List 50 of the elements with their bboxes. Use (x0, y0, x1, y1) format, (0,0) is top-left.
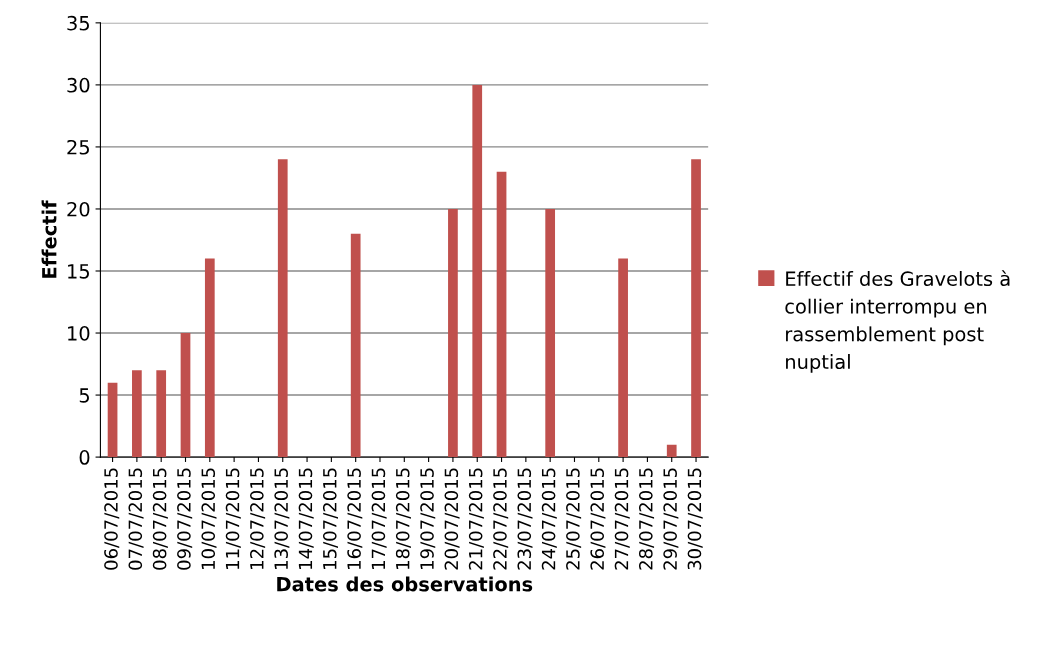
x-axis-title: Dates des observations (277, 576, 533, 592)
bar (448, 208, 458, 458)
y-tick-label: 30 (67, 77, 90, 93)
x-tick-label: 23/07/2015 (517, 468, 533, 570)
y-axis-title: Effectif (41, 200, 57, 278)
bar (204, 258, 215, 458)
x-tick-label: 21/07/2015 (468, 468, 484, 570)
x-tick-label: 18/07/2015 (395, 468, 411, 569)
x-tick-label: 08/07/2015 (152, 468, 168, 570)
x-tick-label: 11/07/2015 (225, 468, 241, 569)
bar (277, 159, 288, 458)
x-tick-label: 16/07/2015 (347, 468, 363, 569)
legend-label: Effectif des Gravelots à collier interrompu en rassemblement post nuptial (785, 270, 1010, 373)
bar (180, 333, 191, 458)
bar (618, 258, 628, 458)
bar (496, 171, 507, 458)
y-tick-label: 25 (67, 139, 89, 155)
bar (691, 159, 701, 458)
x-tick-label: 26/07/2015 (590, 468, 606, 570)
y-tick-label: 10 (68, 325, 90, 341)
x-tick-label: 10/07/2015 (201, 468, 217, 569)
y-tick-label: 5 (79, 388, 89, 403)
y-tick-label: 0 (79, 450, 90, 465)
bar (132, 370, 142, 458)
x-tick-label: 24/07/2015 (541, 468, 557, 570)
bar (350, 233, 361, 458)
y-tick-label: 35 (67, 15, 89, 31)
bar (666, 444, 677, 458)
x-tick-label: 14/07/2015 (298, 468, 314, 569)
x-tick-label: 17/07/2015 (371, 468, 387, 569)
x-tick-label: 06/07/2015 (104, 468, 120, 570)
bar (156, 370, 167, 458)
x-tick-label: 12/07/2015 (250, 468, 266, 569)
x-tick-label: 22/07/2015 (493, 468, 509, 570)
x-tick-label: 30/07/2015 (687, 468, 703, 570)
y-tick-label: 20 (67, 201, 90, 217)
x-tick-label: 19/07/2015 (420, 468, 436, 569)
x-tick-label: 28/07/2015 (638, 468, 655, 570)
x-tick-label: 29/07/2015 (663, 468, 679, 570)
y-tick-label: 15 (68, 264, 89, 279)
x-tick-label: 09/07/2015 (177, 468, 193, 570)
x-tick-label: 07/07/2015 (128, 468, 144, 570)
x-tick-label: 15/07/2015 (322, 468, 339, 569)
bar (472, 84, 483, 458)
x-tick-label: 20/07/2015 (444, 468, 460, 570)
x-tick-label: 13/07/2015 (274, 468, 290, 569)
x-tick-label: 27/07/2015 (614, 468, 630, 570)
x-tick-label: 25/07/2015 (566, 468, 582, 570)
bar (545, 208, 556, 458)
bar (107, 382, 118, 458)
